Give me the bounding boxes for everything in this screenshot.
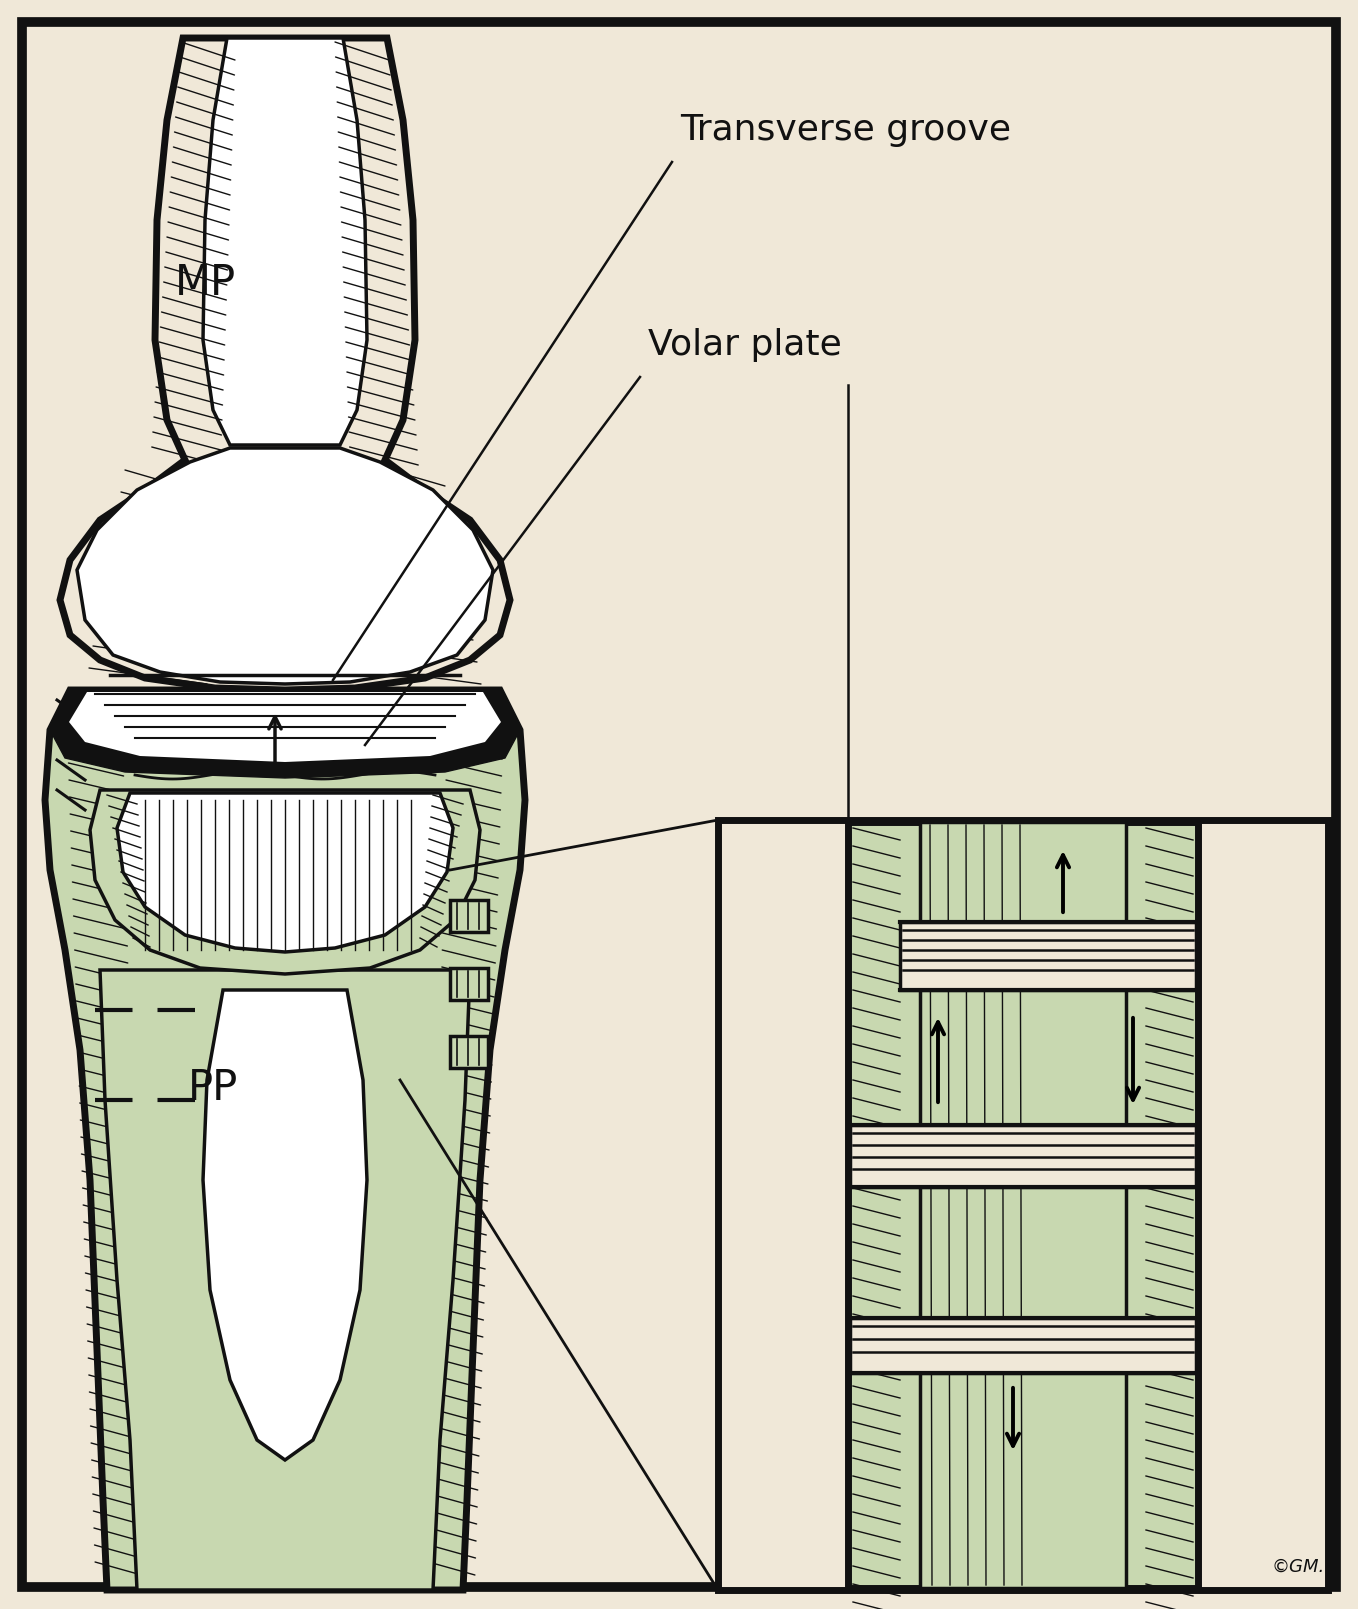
Polygon shape (69, 692, 501, 763)
Polygon shape (45, 690, 526, 1590)
Polygon shape (900, 922, 1196, 990)
Text: MP: MP (175, 262, 236, 304)
Polygon shape (60, 39, 511, 690)
Polygon shape (202, 990, 367, 1459)
Polygon shape (850, 1125, 1196, 1187)
Bar (449, 969, 488, 1001)
Polygon shape (77, 447, 493, 684)
Bar (449, 899, 488, 932)
Bar (449, 1036, 488, 1068)
Bar (718, 821, 1328, 1590)
Polygon shape (919, 822, 1126, 1588)
Polygon shape (117, 793, 454, 953)
Polygon shape (850, 1318, 1196, 1372)
Polygon shape (50, 690, 520, 779)
Polygon shape (847, 822, 1198, 1588)
Text: Volar plate: Volar plate (648, 328, 842, 362)
Text: PP: PP (187, 1067, 238, 1109)
Polygon shape (100, 970, 470, 1590)
Text: Transverse groove: Transverse groove (680, 113, 1010, 146)
Polygon shape (202, 39, 367, 446)
Polygon shape (90, 790, 479, 973)
Text: ©GM.: ©GM. (1272, 1558, 1325, 1575)
